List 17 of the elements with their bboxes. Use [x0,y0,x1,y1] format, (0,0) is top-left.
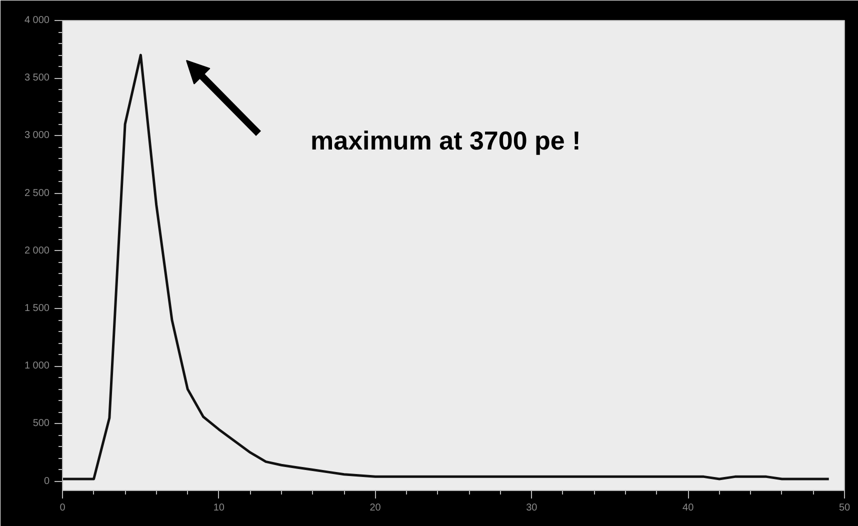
y-tick-label: 4 000 [24,15,50,26]
x-tick-label: 0 [60,502,66,514]
y-tick-label: 1 000 [24,360,50,372]
x-tick-label: 30 [526,502,538,514]
y-tick-label: 0 [44,476,50,487]
y-tick-label: 3 000 [24,130,50,142]
line-series [62,54,830,480]
x-tick-label: 40 [682,502,694,514]
x-tick-label: 10 [213,502,225,514]
x-tick-label: 20 [370,502,382,514]
annotation: maximum at 3700 pe ! [310,126,581,156]
y-tick-label: 3 500 [24,72,50,84]
y-tick-label: 2 500 [24,188,50,199]
x-tick-label: 50 [838,502,850,514]
y-tick-label: 2 000 [24,245,50,256]
y-tick-label: 500 [32,418,50,430]
y-tick-label: 1 500 [24,302,50,314]
